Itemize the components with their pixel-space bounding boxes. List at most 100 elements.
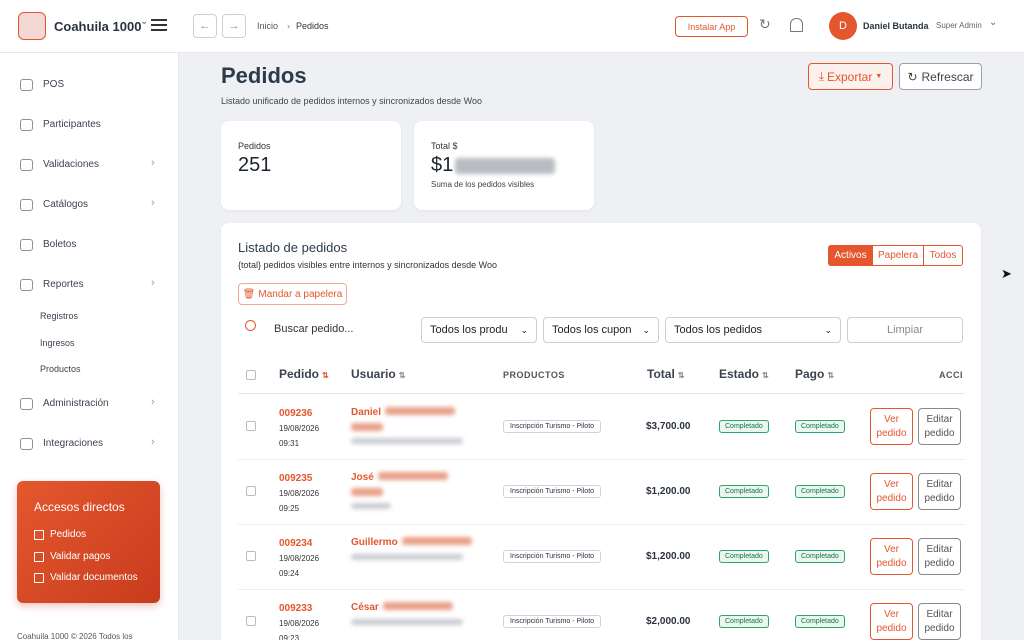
- edit-order-button[interactable]: Editar pedido: [918, 538, 961, 575]
- payment-badge: Completado: [795, 420, 845, 433]
- nav-icon: [20, 239, 33, 251]
- row-divider: [238, 459, 964, 460]
- order-id[interactable]: 009235: [279, 473, 313, 484]
- user-first-name: Guillermo: [351, 537, 398, 548]
- list-subtitle: {total} pedidos visibles entre internos …: [238, 260, 497, 270]
- edit-order-button[interactable]: Editar pedido: [918, 473, 961, 510]
- order-date: 19/08/2026: [279, 554, 320, 563]
- filter-label: Todos los produ: [430, 324, 508, 336]
- nav-item[interactable]: Administración: [43, 398, 109, 409]
- filter-tab[interactable]: Todos: [923, 245, 963, 266]
- chevron[interactable]: ⌄: [140, 16, 149, 27]
- filter-label: Todos los pedidos: [674, 324, 763, 336]
- row-select[interactable]: [246, 616, 256, 626]
- nav-chevron: ›: [151, 396, 155, 408]
- view-order-button[interactable]: Ver pedido: [870, 603, 913, 640]
- edit-order-button[interactable]: Editar pedido: [918, 408, 961, 445]
- refresh-button[interactable]: ↻ Refrescar: [899, 63, 982, 90]
- product-chip: Inscripción Turismo - Piloto: [503, 615, 602, 628]
- order-id[interactable]: 009233: [279, 603, 313, 614]
- column-header[interactable]: Usuario ⇅: [351, 367, 405, 381]
- column-header[interactable]: Estado ⇅: [719, 367, 769, 381]
- user-email: [351, 554, 463, 560]
- user-first-name: José: [351, 472, 374, 483]
- menu-toggle[interactable]: [151, 19, 167, 31]
- stat-note: Suma de los pedidos visibles: [431, 180, 535, 189]
- back-button[interactable]: ←: [193, 14, 217, 38]
- order-total: $1,200.00: [646, 486, 691, 497]
- refresh-icon[interactable]: ↻: [759, 16, 771, 32]
- shortcut-link[interactable]: Pedidos: [50, 529, 87, 540]
- order-id[interactable]: 009236: [279, 408, 313, 419]
- nav-subitem[interactable]: Productos: [40, 364, 81, 374]
- filter-tab[interactable]: Activos: [828, 245, 873, 266]
- user-name: Daniel: [351, 407, 456, 418]
- nav-item[interactable]: Catálogos: [43, 199, 89, 210]
- filter-select[interactable]: Todos los pedidos ⌄: [665, 317, 841, 343]
- nav-icon: [20, 159, 33, 171]
- user-blurred: [401, 537, 472, 545]
- filter-tab[interactable]: Papelera: [872, 245, 924, 266]
- row-select[interactable]: [246, 421, 256, 431]
- row-select[interactable]: [246, 551, 256, 561]
- filter-select[interactable]: Todos los cupon ⌄: [543, 317, 659, 343]
- nav-chevron: ›: [151, 157, 155, 169]
- column-header[interactable]: Pedido ⇅: [279, 367, 329, 381]
- mouse-cursor: ➤: [1001, 266, 1012, 281]
- order-total: $3,700.00: [646, 421, 691, 432]
- filter-select[interactable]: Todos los produ ⌄: [421, 317, 537, 343]
- user-name: José: [351, 472, 448, 483]
- search-input[interactable]: Buscar pedido...: [274, 323, 354, 335]
- shortcut-link[interactable]: Validar documentos: [50, 572, 138, 583]
- shortcut-icon: [34, 530, 44, 540]
- nav-item[interactable]: Validaciones: [43, 159, 99, 170]
- view-order-button[interactable]: Ver pedido: [870, 473, 913, 510]
- nav-item[interactable]: POS: [43, 79, 65, 90]
- nav-item[interactable]: Participantes: [43, 119, 101, 130]
- sort-icon: ⇅: [322, 371, 329, 380]
- column-header[interactable]: Pago ⇅: [795, 367, 834, 381]
- column-header: PRODUCTOS: [503, 370, 565, 380]
- trash-label: Mandar a papelera: [258, 288, 343, 300]
- page-subtitle: Listado unificado de pedidos internos y …: [221, 96, 482, 106]
- stat-label: Total $: [431, 141, 458, 151]
- payment-badge: Completado: [795, 615, 845, 628]
- install-button[interactable]: Instalar App: [675, 16, 748, 37]
- forward-button[interactable]: →: [222, 14, 246, 38]
- edit-order-button[interactable]: Editar pedido: [918, 603, 961, 640]
- nav-subitem[interactable]: Registros: [40, 311, 79, 321]
- refresh-label: Refrescar: [921, 69, 974, 84]
- top-bar: Coahuila 1000 ⌄ ← → Inicio › Pedidos Instalar A…: [0, 0, 1024, 53]
- order-id[interactable]: 009234: [279, 538, 313, 549]
- column-label: Pago: [795, 367, 825, 381]
- user-email: [351, 503, 391, 509]
- nav-item[interactable]: Integraciones: [43, 438, 104, 449]
- row-select[interactable]: [246, 486, 256, 496]
- sort-icon: ⇅: [827, 371, 835, 380]
- column-header[interactable]: Total ⇅: [647, 367, 684, 381]
- shortcut-link[interactable]: Validar pagos: [50, 550, 111, 562]
- view-order-button[interactable]: Ver pedido: [870, 408, 913, 445]
- order-date: 19/08/2026: [279, 424, 320, 433]
- status-badge: Completado: [719, 550, 769, 563]
- view-order-button[interactable]: Ver pedido: [870, 538, 913, 575]
- breadcrumb-home[interactable]: Inicio: [257, 21, 279, 31]
- payment-badge: Completado: [795, 550, 845, 563]
- nav-item[interactable]: Reportes: [43, 279, 84, 290]
- user-blurred: [377, 472, 448, 480]
- nav-icon: [20, 398, 33, 410]
- nav-item[interactable]: Boletos: [43, 239, 77, 250]
- sidebar-footer: Coahuila 1000 © 2026 Todos los: [17, 632, 133, 640]
- trash-button[interactable]: 🗑 Mandar a papelera: [238, 283, 347, 305]
- sort-icon: ⇅: [762, 371, 769, 380]
- avatar[interactable]: D: [829, 12, 857, 40]
- export-button[interactable]: ⤓ Exportar ▼: [808, 63, 893, 90]
- bell-icon[interactable]: [790, 18, 803, 32]
- stat-value: 251: [238, 154, 272, 176]
- order-total: $1,200.00: [646, 551, 691, 562]
- clear-button[interactable]: Limpiar: [847, 317, 963, 343]
- user-menu-chevron[interactable]: ⌄: [989, 17, 998, 28]
- nav-subitem[interactable]: Ingresos: [40, 337, 75, 348]
- select-all[interactable]: [246, 370, 256, 380]
